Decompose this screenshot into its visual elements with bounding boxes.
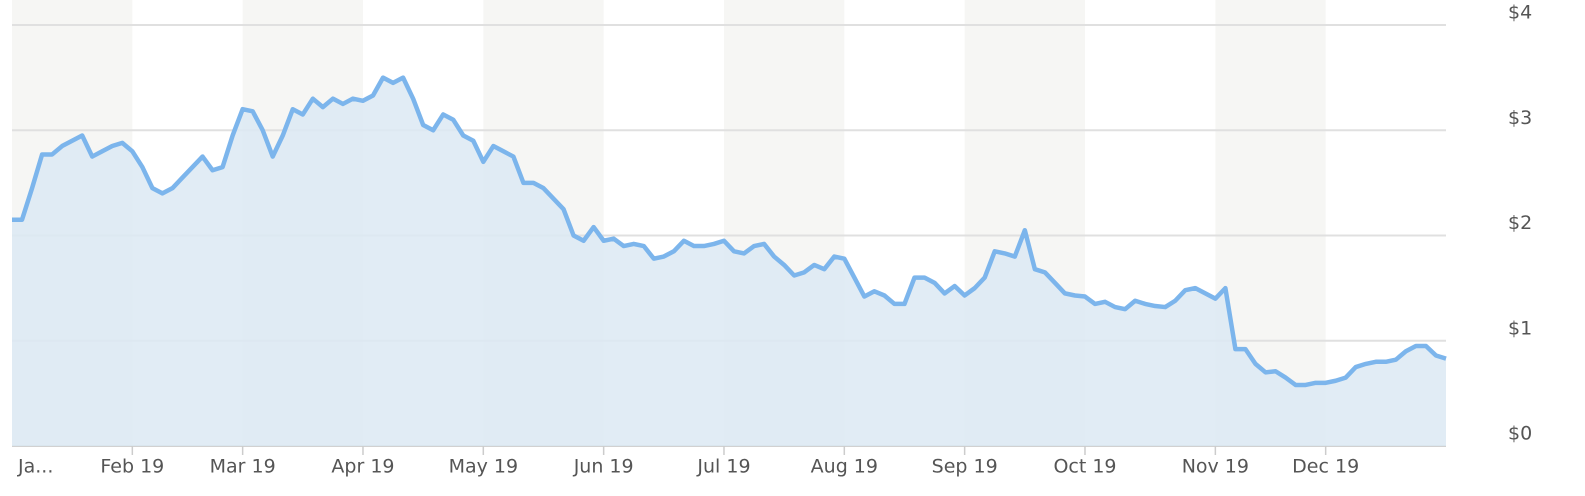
- x-tick-label: Sep 19: [932, 456, 998, 478]
- line: [12, 75, 1447, 388]
- x-tick-label: Jul 19: [696, 456, 750, 478]
- x-tick-label: May 19: [449, 456, 519, 478]
- y-tick-label: $0: [1508, 423, 1532, 445]
- x-tick-label: Ja...: [17, 456, 53, 478]
- y-tick-label: $3: [1508, 107, 1532, 129]
- x-tick-label: Feb 19: [100, 456, 164, 478]
- x-tick-label: Nov 19: [1182, 456, 1249, 478]
- area-fill: [12, 77, 1446, 446]
- y-tick-label: $4: [1508, 2, 1532, 24]
- x-tick-label: Jun 19: [573, 456, 634, 478]
- x-tick-label: Aug 19: [811, 456, 878, 478]
- x-tick-label: Dec 19: [1292, 456, 1359, 478]
- x-tick-label: Mar 19: [210, 456, 276, 478]
- y-tick-label: $1: [1508, 317, 1532, 339]
- y-tick-label: $2: [1508, 212, 1532, 234]
- x-tick-label: Oct 19: [1053, 456, 1116, 478]
- x-tick-label: Apr 19: [331, 456, 394, 478]
